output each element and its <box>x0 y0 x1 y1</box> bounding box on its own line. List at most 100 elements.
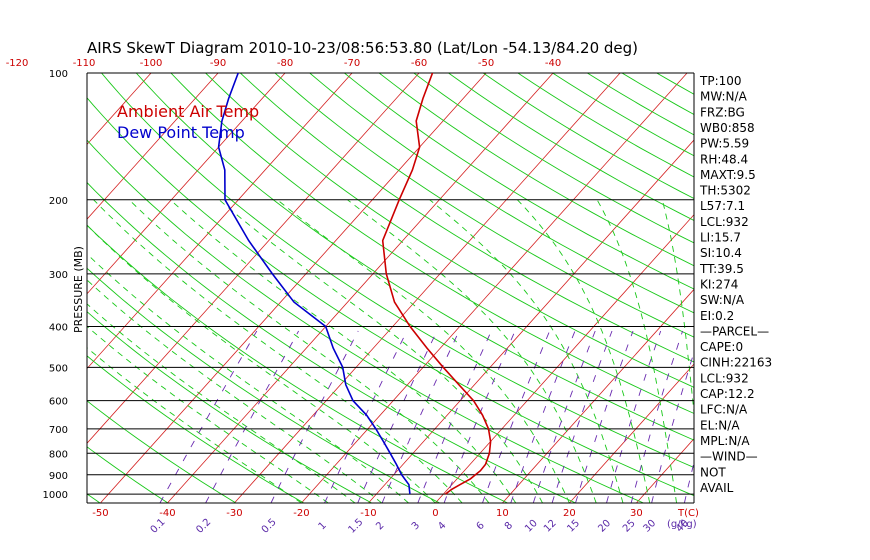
mixing-ratio-tick-label: 3 <box>410 520 422 532</box>
dry-adiabat-line <box>309 73 694 314</box>
dry-adiabat-line <box>239 73 694 363</box>
pressure-tick-label: 300 <box>49 270 68 281</box>
index-line: EI:0.2 <box>700 309 734 323</box>
isotherm-line <box>502 288 694 503</box>
dry-adiabat-line <box>274 73 694 338</box>
dry-adiabat-line <box>87 97 694 497</box>
isotherm-line <box>435 214 694 503</box>
mixing-ratio-tick-label: 1 <box>317 520 329 532</box>
pressure-tick-label: 200 <box>49 196 68 207</box>
index-line: LCL:932 <box>700 371 749 385</box>
chart-title: AIRS SkewT Diagram 2010-10-23/08:56:53.8… <box>87 39 638 57</box>
mixing-ratio-line <box>443 330 516 503</box>
mixing-ratio-tick-label: 12 <box>542 518 559 535</box>
isotherm-line <box>87 73 353 370</box>
moist-adiabat-line <box>218 199 543 503</box>
mixing-ratio-grid <box>159 330 694 503</box>
dry-adiabat-line <box>482 73 694 200</box>
moist-adiabat-line <box>93 199 463 503</box>
mixing-ratio-line <box>630 330 684 503</box>
top-temp-tick-label: -50 <box>478 58 494 69</box>
mixing-ratio-tick-label: 20 <box>596 518 613 535</box>
isotherm-line <box>301 73 688 503</box>
top-temperature-axis: -120 -110 -100 -90 -80 -70 -60 -50 -40 <box>6 58 562 69</box>
index-line: TP:100 <box>699 74 742 88</box>
index-line: L57:7.1 <box>700 199 745 213</box>
dry-adiabat-line <box>87 311 372 503</box>
dry-adiabat-line <box>378 73 694 267</box>
index-line: CAP:12.2 <box>700 387 755 401</box>
top-temp-tick-label: -120 <box>6 58 29 69</box>
mixing-ratio-line <box>482 330 551 503</box>
mixing-ratio-line <box>651 351 694 503</box>
pressure-tick-label: 600 <box>49 397 68 408</box>
pressure-tick-label: 500 <box>49 363 68 374</box>
mixing-ratio-tick-label: 1.5 <box>346 517 365 536</box>
top-temp-tick-label: -100 <box>140 58 163 69</box>
moist-adiabat-grid <box>87 199 694 503</box>
dry-adiabat-line <box>101 73 694 468</box>
mixing-ratio-line <box>205 330 299 503</box>
moist-adiabat-line <box>596 199 678 503</box>
mixing-ratio-line <box>417 330 492 503</box>
index-line: —WIND— <box>700 450 758 464</box>
bottom-unit-label: T(C) <box>677 508 699 519</box>
bottom-temp-tick-label: -30 <box>226 508 242 519</box>
index-line: LFC:N/A <box>700 403 748 417</box>
moist-adiabat-line <box>277 199 570 503</box>
pressure-tick-label: 700 <box>49 425 68 436</box>
index-line: WB0:858 <box>700 121 755 135</box>
index-line: LI:15.7 <box>700 231 741 245</box>
pressure-tick-label: 100 <box>49 69 68 80</box>
mixing-ratio-line <box>381 330 460 503</box>
moist-adiabat-line <box>517 199 651 503</box>
index-line: MAXT:9.5 <box>700 168 756 182</box>
dry-adiabat-line <box>656 73 694 95</box>
mixing-ratio-tick-label: 0.1 <box>149 517 168 536</box>
dry-adiabat-line <box>87 493 101 503</box>
isotherm-line <box>0 73 17 503</box>
bottom-temp-tick-label: 0 <box>432 508 438 519</box>
moist-adiabat-line <box>87 279 383 503</box>
y-axis-label: PRESSURE (MB) <box>72 246 85 333</box>
bottom-temp-tick-label: -10 <box>360 508 376 519</box>
index-line: NOT <box>700 465 726 479</box>
index-line: MW:N/A <box>700 90 748 104</box>
index-line: TH:5302 <box>699 184 751 198</box>
index-line: LCL:932 <box>700 215 749 229</box>
index-line: TT:39.5 <box>699 262 744 276</box>
mixing-ratio-line <box>606 330 662 503</box>
index-line: CINH:22163 <box>700 356 772 370</box>
pressure-tick-label: 400 <box>49 323 68 334</box>
mixing-ratio-line <box>683 460 694 503</box>
moist-adiabat-line <box>347 199 597 503</box>
dry-adiabat-line <box>205 73 694 388</box>
mixing-ratio-line <box>510 330 576 503</box>
isotherm-line <box>87 73 420 444</box>
index-line: AVAIL <box>700 481 734 495</box>
bottom-temp-tick-label: 10 <box>496 508 509 519</box>
dry-adiabat-grid <box>0 73 694 503</box>
sounding-series <box>217 73 492 495</box>
moist-adiabat-line <box>87 325 329 503</box>
top-temp-tick-label: -80 <box>277 58 293 69</box>
mixing-ratio-tick-label: 6 <box>475 520 487 532</box>
index-line: PW:5.59 <box>700 137 749 151</box>
mixing-ratio-tick-label: 15 <box>565 518 582 535</box>
dew-point-temp-line <box>217 73 411 495</box>
mixing-ratio-tick-label: 25 <box>621 518 638 535</box>
mixing-ratio-unit-label: (g/kg) <box>667 519 697 530</box>
mixing-ratio-line <box>575 330 634 503</box>
dry-adiabat-line <box>0 73 32 503</box>
isotherm-line <box>167 73 554 503</box>
index-line: FRZ:BG <box>700 105 745 119</box>
top-temp-tick-label: -70 <box>344 58 360 69</box>
isotherm-line <box>770 73 870 503</box>
isotherm-line <box>569 363 694 503</box>
bottom-temp-tick-label: 20 <box>563 508 576 519</box>
isotherm-line <box>234 73 621 503</box>
moist-adiabat-line <box>128 199 490 503</box>
bottom-temp-tick-label: 30 <box>630 508 643 519</box>
top-temp-tick-label: -110 <box>73 58 96 69</box>
index-line: EL:N/A <box>700 418 740 432</box>
